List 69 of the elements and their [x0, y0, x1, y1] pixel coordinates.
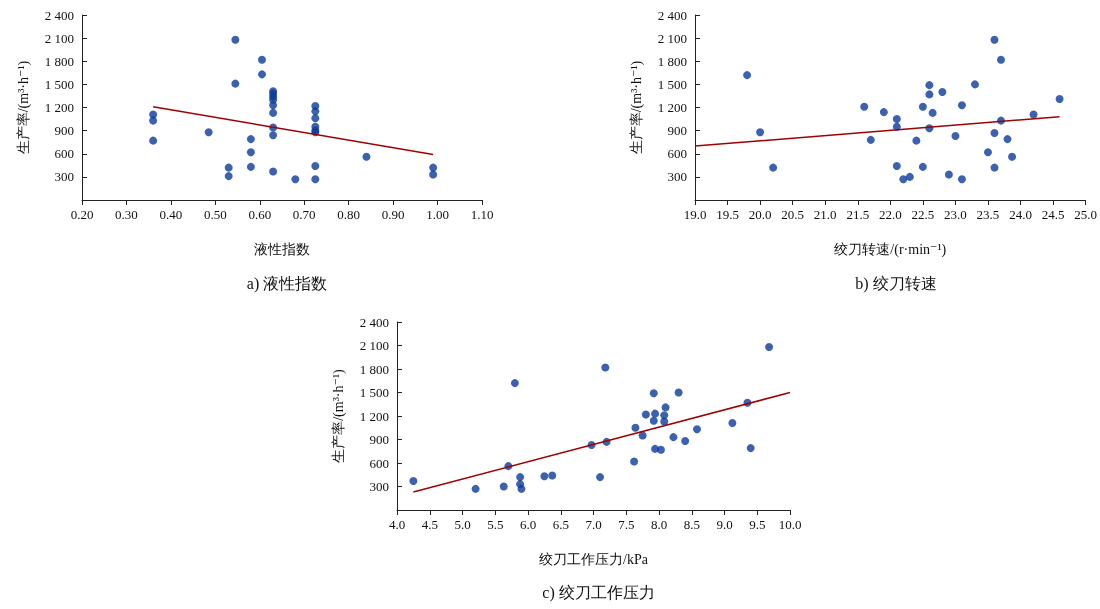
x-tick-label: 20.5 — [781, 207, 805, 222]
y-axis-title: 生产率/(m³·h⁻¹) — [15, 60, 32, 155]
y-tick-label: 1 800 — [359, 361, 389, 377]
x-tick-label: 4.0 — [388, 517, 406, 532]
x-tick-label: 0.70 — [292, 207, 316, 222]
y-tick-label: 1 500 — [44, 76, 74, 92]
x-tick-label: 7.5 — [618, 517, 635, 532]
y-tick-label: 900 — [54, 123, 74, 139]
y-tick-label: 600 — [369, 455, 389, 471]
y-tick-label: 1 200 — [359, 408, 389, 424]
x-tick-label: 6.0 — [519, 517, 537, 532]
y-tick-label: 300 — [667, 169, 687, 185]
x-tick-label: 8.5 — [683, 517, 700, 532]
y-tick-label: 600 — [54, 146, 74, 162]
text: b) 绞刀转速 — [855, 274, 937, 293]
x-tick-label: 10.0 — [778, 517, 802, 532]
x-tick-label: 5.0 — [454, 517, 471, 532]
y-tick-label: 1 500 — [657, 76, 687, 92]
x-tick-label: 25.0 — [1074, 207, 1097, 222]
x-tick-label: 9.0 — [716, 517, 733, 532]
y-tick-label: 600 — [667, 146, 687, 162]
y-tick-label: 1 200 — [44, 100, 74, 115]
x-tick-label: 0.20 — [70, 207, 94, 222]
x-tick-label: 7.0 — [585, 517, 602, 532]
x-tick-label: 6.5 — [552, 517, 569, 532]
x-tick-label: 24.0 — [1009, 207, 1032, 222]
x-axis-title: 绞刀转速/(r·min⁻¹) — [834, 241, 947, 258]
x-tick-label: 24.5 — [1041, 207, 1065, 222]
y-tick-label: 900 — [667, 123, 687, 139]
x-axis-title: 绞刀工作压力/kPa — [539, 551, 649, 567]
x-tick-label: 19.0 — [683, 207, 707, 222]
x-tick-label: 9.5 — [749, 517, 766, 532]
x-tick-label: 0.60 — [248, 207, 272, 222]
y-tick-label: 1 200 — [657, 100, 687, 115]
x-tick-label: 0.50 — [203, 207, 227, 222]
y-tick-label: 300 — [369, 479, 389, 494]
text: a) 液性指数 — [246, 274, 328, 293]
x-tick-label: 4.5 — [421, 517, 438, 532]
y-tick-label: 1 800 — [44, 53, 74, 69]
x-tick-label: 0.80 — [337, 207, 361, 222]
x-tick-label: 0.90 — [381, 207, 405, 222]
x-tick-label: 5.5 — [487, 517, 504, 532]
x-tick-label: 22.5 — [911, 207, 935, 222]
y-tick-label: 1 500 — [359, 385, 389, 400]
x-tick-label: 1.00 — [426, 207, 449, 222]
y-tick-label: 1 800 — [657, 53, 687, 69]
x-tick-label: 23.0 — [944, 207, 967, 222]
x-tick-label: 21.0 — [813, 207, 837, 222]
x-tick-label: 8.0 — [650, 517, 668, 532]
x-tick-label: 0.30 — [115, 207, 138, 222]
y-tick-label: 2 100 — [44, 30, 74, 46]
x-tick-label: 23.5 — [976, 207, 1000, 222]
y-axis-title: 生产率/(m³·h⁻¹) — [628, 60, 645, 155]
y-tick-label: 300 — [54, 169, 74, 185]
x-tick-label: 1.10 — [470, 207, 494, 222]
x-axis-title: 液性指数 — [254, 241, 310, 257]
y-tick-label: 900 — [369, 432, 389, 447]
y-tick-label: 2 400 — [657, 7, 687, 23]
y-tick-label: 2 400 — [359, 314, 389, 330]
y-tick-label: 2 100 — [359, 338, 389, 353]
x-tick-label: 20.0 — [748, 207, 772, 222]
y-tick-label: 2 400 — [44, 7, 74, 23]
x-tick-label: 21.5 — [846, 207, 870, 222]
x-tick-label: 19.5 — [716, 207, 739, 222]
y-axis-title: 生产率/(m³·h⁻¹) — [330, 368, 347, 463]
y-tick-label: 2 100 — [657, 30, 687, 46]
x-tick-label: 0.40 — [159, 207, 183, 222]
text: c) 绞刀工作压力 — [542, 583, 655, 602]
x-tick-label: 22.0 — [878, 207, 902, 222]
